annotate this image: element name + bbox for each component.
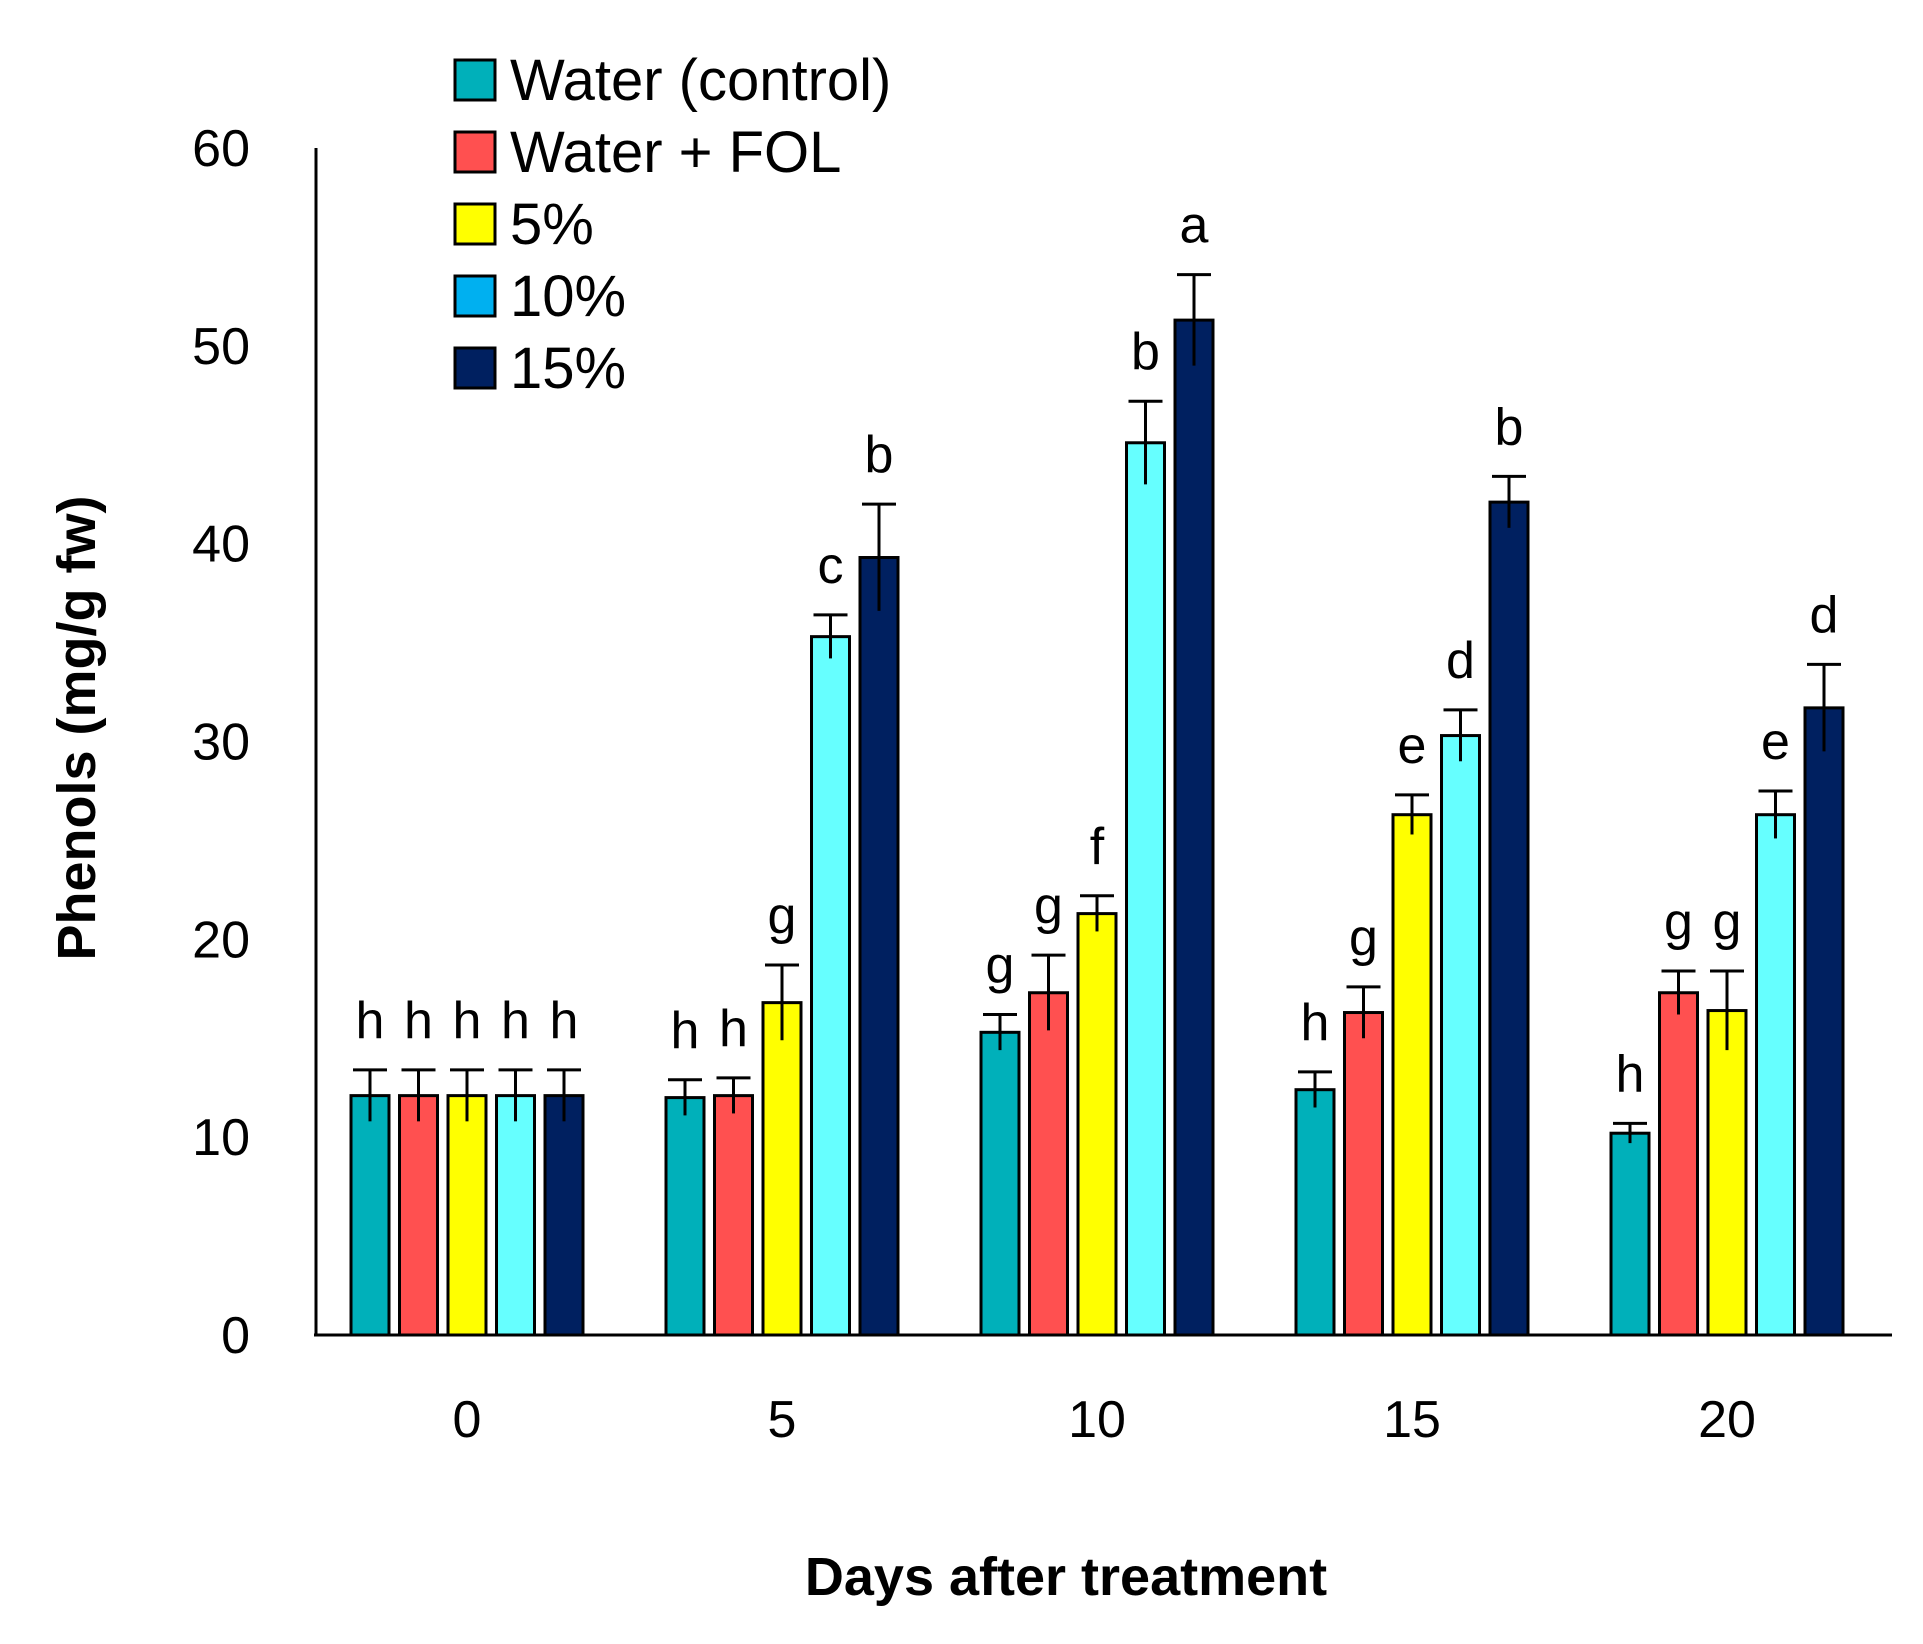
- significance-letter: e: [1398, 717, 1427, 775]
- legend-label: 15%: [510, 336, 626, 401]
- significance-letter: h: [719, 1000, 748, 1058]
- significance-letter: h: [501, 992, 530, 1050]
- x-tick-labels: 0 5 10 15 20: [453, 1391, 1756, 1449]
- bar: [446, 1094, 488, 1337]
- legend: Water (control) Water + FOL 5% 10% 15%: [453, 48, 891, 401]
- legend-swatch: [453, 58, 497, 102]
- bar: [398, 1094, 439, 1337]
- bar: [1658, 991, 1699, 1337]
- significance-letter: d: [1446, 632, 1475, 690]
- significance-letter: h: [356, 992, 385, 1050]
- bar: [1488, 500, 1530, 1337]
- significance-letter: h: [550, 992, 579, 1050]
- bar: [1343, 1011, 1384, 1337]
- significance-letter: h: [671, 1002, 700, 1060]
- significance-letter: f: [1090, 818, 1105, 876]
- bar: [495, 1094, 536, 1337]
- bar: [1440, 734, 1481, 1337]
- y-tick-label: 20: [192, 911, 250, 969]
- significance-letter: g: [986, 937, 1015, 995]
- significance-letter: a: [1180, 197, 1209, 255]
- significance-letter: b: [1131, 323, 1160, 381]
- y-tick-label: 40: [192, 516, 250, 574]
- bar: [664, 1096, 706, 1337]
- y-tick-label: 50: [192, 318, 250, 376]
- legend-label: 10%: [510, 264, 626, 329]
- x-tick-label: 15: [1383, 1391, 1441, 1449]
- error-bars-layer: [353, 273, 1841, 1144]
- bar: [1173, 318, 1215, 1337]
- legend-label: Water (control): [510, 48, 891, 113]
- significance-letter: h: [1616, 1045, 1645, 1103]
- x-tick-label: 20: [1698, 1391, 1756, 1449]
- legend-swatch: [453, 202, 497, 246]
- legend-swatch: [453, 130, 497, 174]
- x-tick-label: 10: [1068, 1391, 1126, 1449]
- significance-letter: g: [1349, 909, 1378, 967]
- bar: [349, 1094, 391, 1337]
- x-tick-label: 0: [453, 1391, 482, 1449]
- significance-letter: d: [1810, 586, 1839, 644]
- bar: [1125, 441, 1166, 1337]
- bar: [858, 556, 900, 1337]
- bar: [1028, 991, 1069, 1337]
- bar: [979, 1030, 1021, 1337]
- bar: [1294, 1088, 1336, 1337]
- bar: [1609, 1131, 1651, 1337]
- significance-letter: b: [865, 426, 894, 484]
- bar: [1755, 813, 1796, 1337]
- significance-letter: b: [1495, 398, 1524, 456]
- y-tick-label: 0: [221, 1307, 250, 1365]
- significance-letter: g: [768, 887, 797, 945]
- significance-letter: h: [453, 992, 482, 1050]
- bar: [543, 1094, 585, 1337]
- bar: [713, 1094, 754, 1337]
- x-axis-title: Days after treatment: [805, 1547, 1327, 1607]
- legend-swatch: [453, 274, 497, 318]
- legend-label: 5%: [510, 192, 594, 257]
- significance-letter: c: [818, 537, 844, 595]
- significance-letter: g: [1664, 893, 1693, 951]
- y-axis-title: Phenols (mg/g fw): [47, 496, 107, 961]
- significance-letter: e: [1761, 713, 1790, 771]
- y-tick-label: 60: [192, 120, 250, 178]
- x-tick-label: 5: [768, 1391, 797, 1449]
- bar: [1803, 706, 1845, 1337]
- significance-letter: h: [404, 992, 433, 1050]
- significance-letter: g: [1713, 893, 1742, 951]
- y-tick-labels: 0 10 20 30 40 50 60: [192, 120, 250, 1365]
- y-tick-label: 10: [192, 1109, 250, 1167]
- bar: [761, 1001, 803, 1337]
- bar: [1391, 813, 1433, 1337]
- bar: [1076, 912, 1118, 1337]
- significance-letter: g: [1034, 877, 1063, 935]
- y-tick-label: 30: [192, 714, 250, 772]
- bar: [810, 635, 851, 1337]
- bar: [1706, 1009, 1748, 1337]
- legend-label: Water + FOL: [510, 120, 841, 185]
- significance-letter: h: [1301, 994, 1330, 1052]
- legend-swatch: [453, 346, 497, 390]
